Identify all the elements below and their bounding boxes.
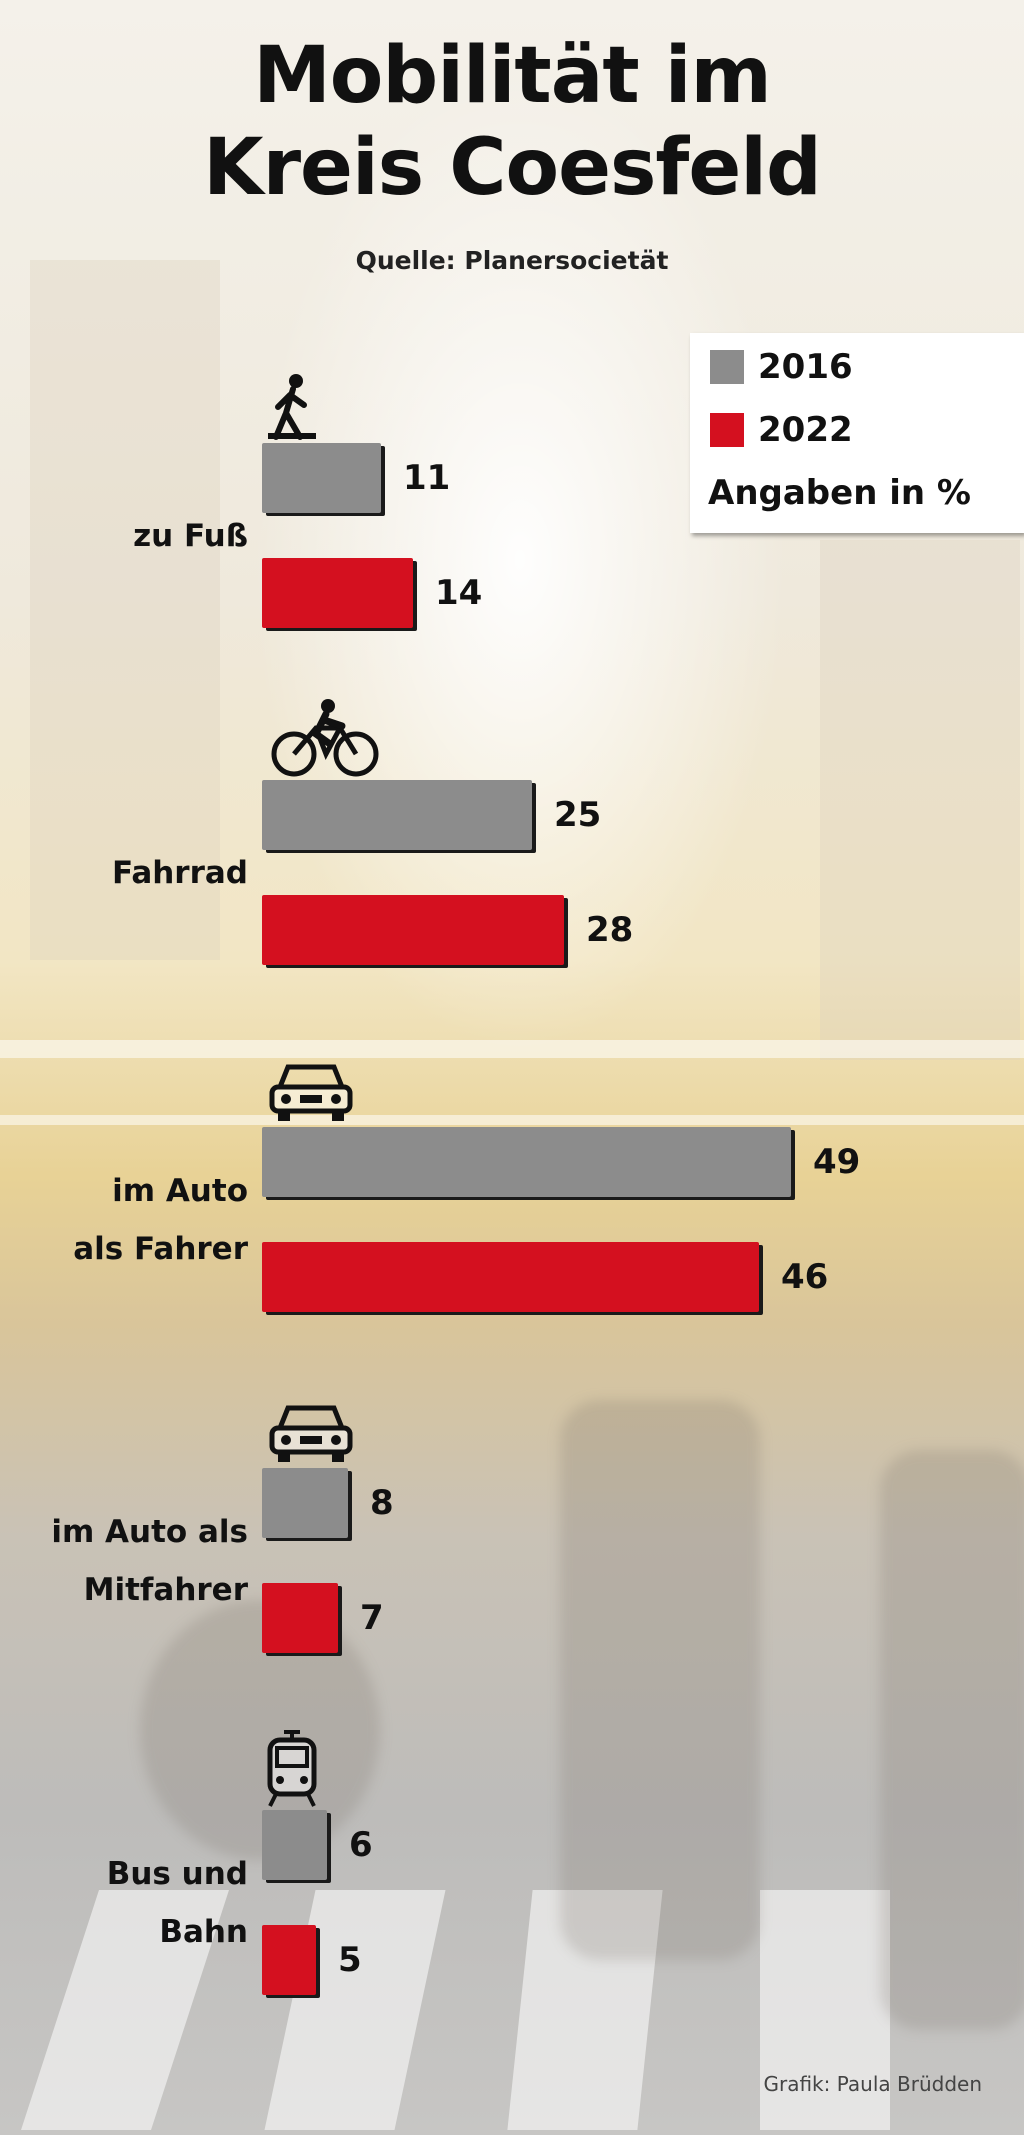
legend-unit: Angaben in %: [708, 473, 972, 513]
legend-swatch-2022: [710, 413, 744, 447]
bicycle-icon: [270, 698, 380, 783]
category-label: Fahrrad: [112, 844, 248, 902]
value-label-2022: 5: [338, 1940, 362, 1980]
category-label-line: im Auto: [112, 1173, 248, 1209]
title-line-2: Kreis Coesfeld: [203, 123, 822, 213]
bar-2022: [262, 558, 413, 628]
value-label-2016: 25: [554, 795, 602, 835]
category-label: im Auto als Mitfahrer: [51, 1503, 248, 1619]
pedestrian-icon: [256, 371, 326, 446]
page-title: Mobilität im Kreis Coesfeld: [0, 30, 1024, 214]
legend-label-2022: 2022: [758, 410, 853, 450]
tram-icon: [262, 1728, 322, 1813]
category-label-line: zu Fuß: [133, 518, 248, 554]
value-label-2022: 46: [781, 1257, 829, 1297]
legend-swatch-2016: [710, 350, 744, 384]
category-label-line: als Fahrer: [73, 1231, 248, 1267]
value-label-2016: 11: [403, 458, 451, 498]
chart-legend: 2016 2022 Angaben in %: [690, 333, 1024, 533]
value-label-2016: 49: [813, 1142, 861, 1182]
bar-2016: [262, 443, 381, 513]
value-label-2022: 28: [586, 910, 634, 950]
bar-2022: [262, 895, 564, 965]
bar-2016: [262, 1468, 348, 1538]
bar-2016: [262, 1810, 327, 1880]
bar-2022: [262, 1242, 759, 1312]
value-label-2016: 6: [349, 1825, 373, 1865]
graphic-credit: Grafik: Paula Brüdden: [763, 2072, 982, 2096]
category-label-line: im Auto als: [51, 1514, 248, 1550]
category-label-line: Fahrrad: [111, 855, 248, 891]
category-label-line: Bahn: [159, 1914, 248, 1950]
car-icon: [266, 1057, 356, 1130]
legend-label-2016: 2016: [758, 347, 853, 387]
bar-2022: [262, 1925, 316, 1995]
category-label: zu Fuß: [133, 507, 248, 565]
source-note: Quelle: Planersocietät: [355, 246, 669, 275]
car-icon: [266, 1398, 356, 1471]
category-label-line: Mitfahrer: [83, 1572, 248, 1608]
value-label-2016: 8: [370, 1483, 394, 1523]
value-label-2022: 14: [435, 573, 483, 613]
category-label: im Auto als Fahrer: [73, 1162, 248, 1278]
value-label-2022: 7: [360, 1598, 384, 1638]
category-label: Bus und Bahn: [107, 1845, 248, 1961]
bar-2022: [262, 1583, 338, 1653]
category-label-line: Bus und: [106, 1856, 248, 1892]
title-line-1: Mobilität im: [253, 31, 772, 121]
bar-2016: [262, 1127, 791, 1197]
bar-2016: [262, 780, 532, 850]
